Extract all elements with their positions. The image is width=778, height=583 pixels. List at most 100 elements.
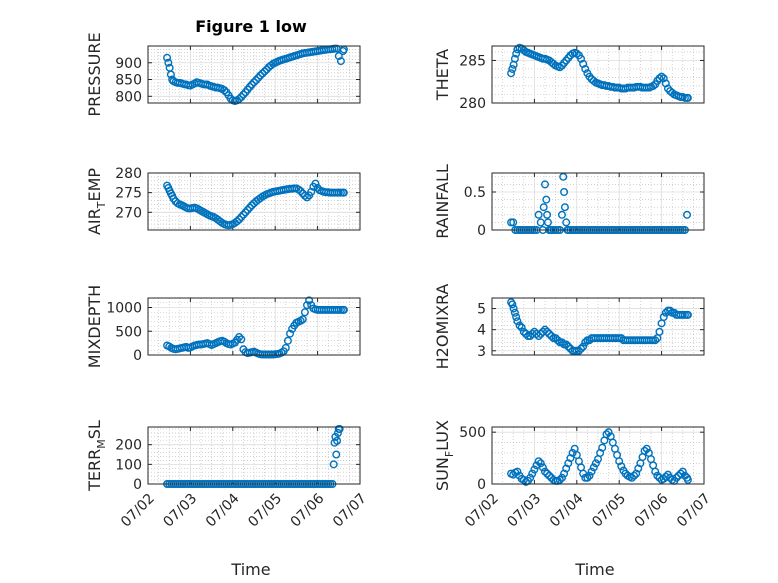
- data-point: [655, 74, 664, 83]
- data-point: [541, 325, 550, 334]
- data-point: [256, 71, 265, 80]
- y-tick-label: 0: [477, 477, 486, 493]
- y-axis-label: THETA: [433, 49, 452, 101]
- data-point: [683, 210, 692, 219]
- y-tick-label: 0: [477, 223, 486, 239]
- data-point: [245, 203, 254, 212]
- data-point: [642, 444, 651, 453]
- data-point: [553, 336, 562, 345]
- data-point: [254, 73, 263, 82]
- y-tick-label: 275: [115, 186, 142, 202]
- data-point: [579, 342, 588, 351]
- data-point: [530, 465, 539, 474]
- axes-box: [491, 45, 705, 104]
- data-point: [281, 343, 290, 352]
- data-point: [300, 308, 309, 317]
- x-axis-label-left: Time: [230, 560, 270, 579]
- axes-box: [147, 172, 361, 231]
- data-point: [534, 210, 543, 219]
- data-point: [237, 92, 246, 101]
- y-tick-label: 280: [459, 96, 486, 112]
- y-tick-label: 4: [477, 323, 486, 339]
- data-point: [512, 49, 521, 58]
- data-point: [651, 336, 660, 345]
- data-point: [519, 327, 528, 336]
- data-point: [528, 469, 537, 478]
- data-point: [655, 327, 664, 336]
- data-point: [235, 94, 244, 103]
- data-point: [676, 469, 685, 478]
- data-point: [249, 78, 258, 87]
- y-axis-label: H2OMIXRA: [433, 284, 452, 370]
- y-tick-label: 900: [115, 56, 142, 72]
- data-point: [305, 296, 314, 305]
- data-point: [303, 193, 312, 202]
- subplot-air: 270 275 280 AIRTEMP: [85, 166, 361, 235]
- y-tick-label: 3: [477, 344, 486, 360]
- data-point: [568, 448, 577, 457]
- data-point: [547, 332, 556, 341]
- data-point: [683, 93, 692, 102]
- data-point: [543, 469, 552, 478]
- subplot-theta: 280 285 THETA: [433, 43, 705, 112]
- data-point: [539, 203, 548, 212]
- data-point: [640, 446, 649, 455]
- data-point: [678, 467, 687, 476]
- data-point: [509, 304, 518, 313]
- data-point: [237, 335, 246, 344]
- y-tick-label: 100: [115, 457, 142, 473]
- y-tick-label: 280: [115, 166, 142, 182]
- data-point: [649, 81, 658, 90]
- data-point: [258, 69, 267, 78]
- data-point: [163, 53, 172, 62]
- y-tick-label: 270: [115, 205, 142, 221]
- data-point: [574, 346, 583, 355]
- data-point: [557, 473, 566, 482]
- axes-box: [491, 426, 705, 485]
- y-tick-label: 500: [115, 324, 142, 340]
- data-point: [247, 201, 256, 210]
- data-point: [239, 210, 248, 219]
- data-point: [164, 58, 173, 67]
- data-point: [581, 338, 590, 347]
- y-axis-label: MIXDEPTH: [85, 285, 104, 368]
- y-tick-label: 850: [115, 73, 142, 89]
- data-point: [583, 473, 592, 482]
- data-point: [252, 76, 261, 85]
- data-point: [564, 342, 573, 351]
- data-point: [510, 54, 519, 63]
- data-point: [538, 463, 547, 472]
- data-point: [243, 205, 252, 214]
- data-point: [508, 300, 517, 309]
- data-point: [333, 436, 342, 445]
- data-point: [672, 473, 681, 482]
- data-point: [335, 424, 344, 433]
- y-tick-label: 200: [115, 438, 142, 454]
- data-point: [659, 313, 668, 322]
- data-point: [507, 69, 516, 78]
- data-point: [526, 473, 535, 482]
- data-point: [283, 336, 292, 345]
- data-point: [235, 215, 244, 224]
- data-point: [661, 472, 670, 481]
- subplot-rainfall: 0 0.5 RAINFALL: [433, 164, 705, 239]
- data-point: [339, 188, 348, 197]
- data-point: [237, 213, 246, 222]
- x-axis-label-right: Time: [574, 560, 614, 579]
- data-point: [560, 187, 569, 196]
- data-point: [562, 218, 571, 227]
- axes-box: [147, 297, 361, 356]
- data-point: [560, 203, 569, 212]
- data-point: [509, 218, 518, 227]
- data-point: [653, 471, 662, 480]
- data-point: [543, 327, 552, 336]
- y-axis-label: SUNFLUX: [433, 420, 456, 491]
- data-point: [513, 467, 522, 476]
- y-tick-label: 1000: [106, 301, 142, 317]
- y-tick-label: 0: [133, 477, 142, 493]
- data-point: [331, 432, 340, 441]
